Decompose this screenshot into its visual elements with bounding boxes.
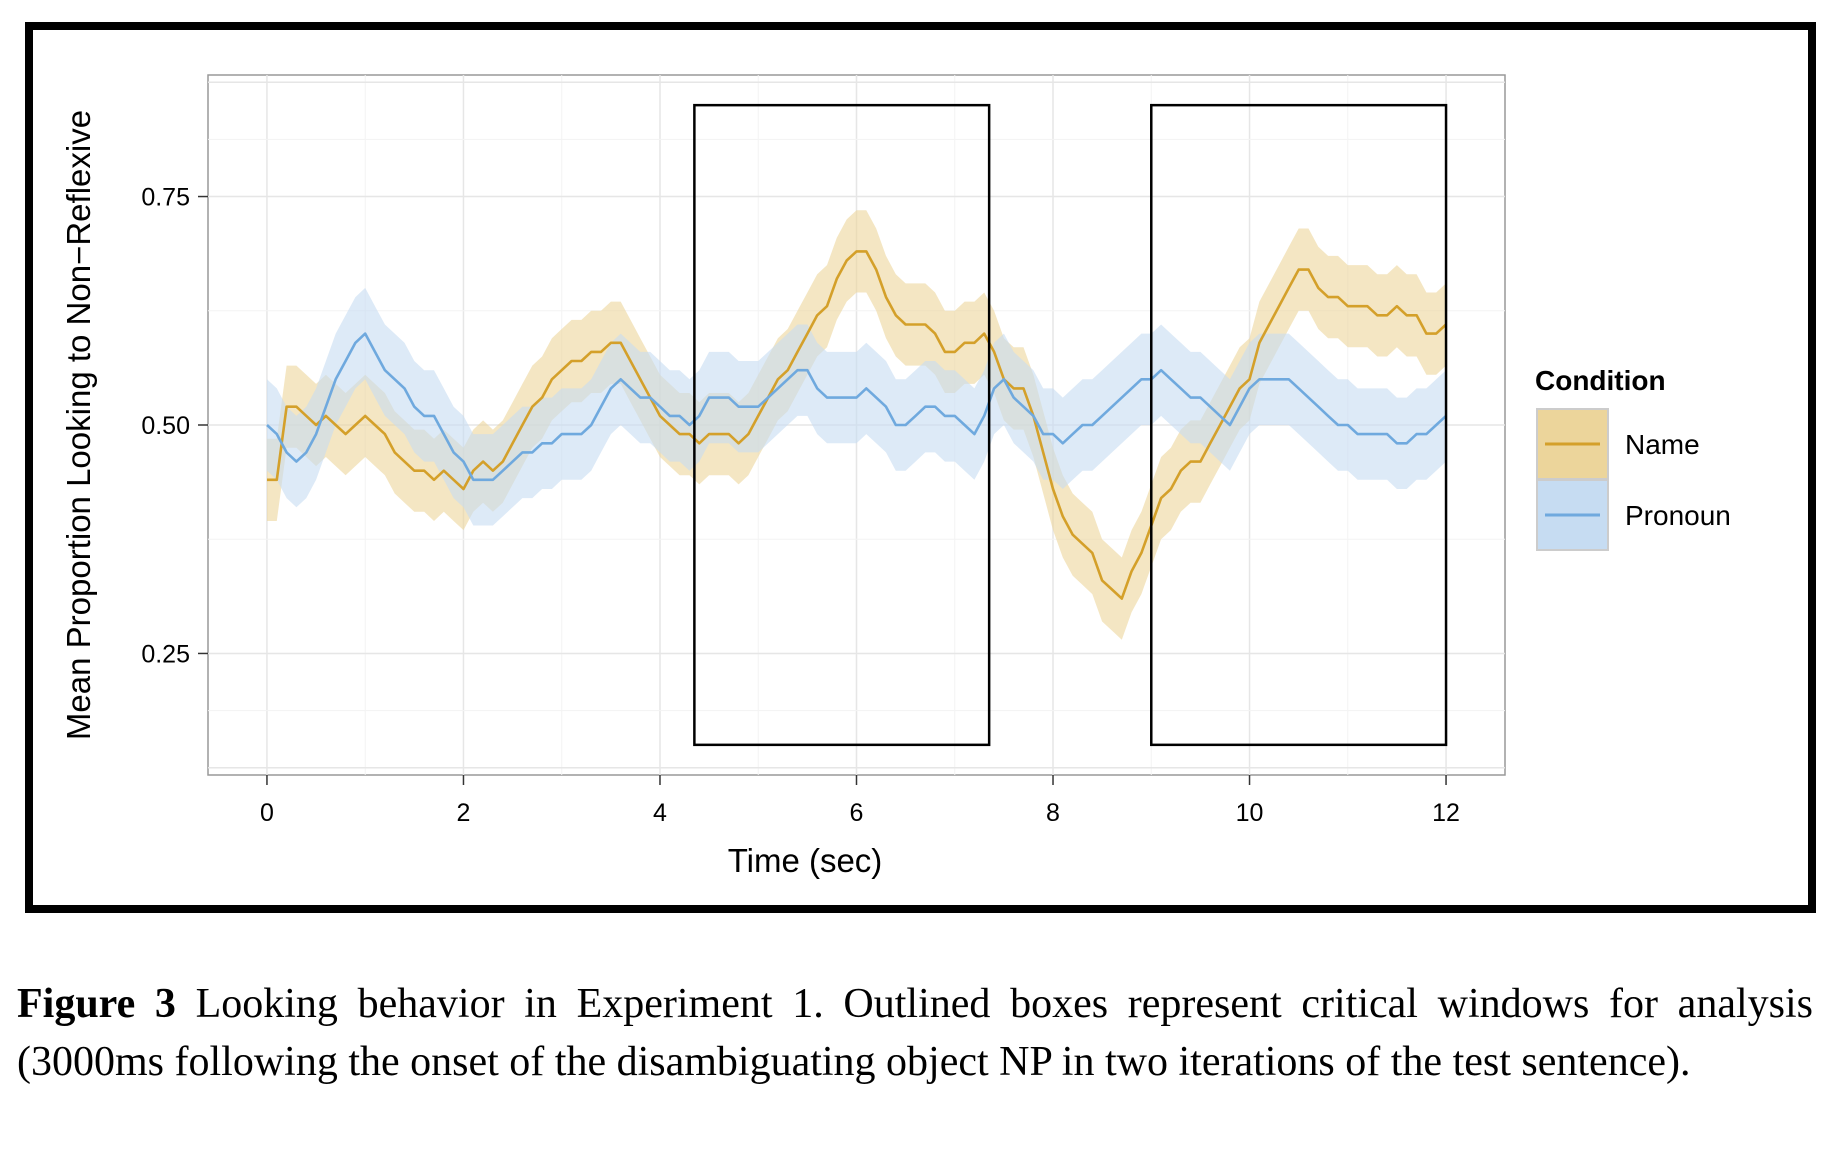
critical-window-box-1 bbox=[693, 103, 991, 747]
x-tick-label: 0 bbox=[260, 799, 274, 827]
x-tick-label: 2 bbox=[457, 799, 471, 827]
y-tick-label: 0.25 bbox=[141, 640, 190, 668]
y-tick-label: 0.75 bbox=[141, 184, 190, 212]
legend: Condition Name Pronoun bbox=[1535, 365, 1731, 551]
x-tick-label: 6 bbox=[850, 799, 864, 827]
critical-window-box-2 bbox=[1150, 103, 1448, 747]
legend-label-name: Name bbox=[1625, 429, 1700, 460]
x-tick-label: 4 bbox=[653, 799, 667, 827]
chart: 0 2 4 6 8 10 12 0.25 0.50 0.75 Time (sec) Mean Pr… bbox=[60, 74, 1731, 879]
series-line-pronoun bbox=[266, 332, 1447, 482]
x-tick-label: 10 bbox=[1236, 799, 1264, 827]
figure-caption: Figure 3 Looking behavior in Experiment … bbox=[17, 975, 1813, 1091]
x-tick-label: 8 bbox=[1046, 799, 1060, 827]
axis-ticks: 0 2 4 6 8 10 12 0.25 0.50 0.75 bbox=[141, 184, 1460, 827]
caption-text: Looking behavior in Experiment 1. Outlin… bbox=[17, 981, 1813, 1085]
x-axis-title: Time (sec) bbox=[728, 842, 883, 879]
legend-title: Condition bbox=[1535, 365, 1666, 396]
series-lines bbox=[266, 250, 1447, 600]
x-tick-label: 12 bbox=[1432, 799, 1460, 827]
y-tick-label: 0.50 bbox=[141, 412, 190, 440]
series-line-name bbox=[267, 250, 1447, 600]
y-axis-title: Mean Proportion Looking to Non−Reflexive bbox=[60, 110, 97, 740]
figure-label: Figure 3 bbox=[17, 981, 176, 1027]
legend-label-pronoun: Pronoun bbox=[1625, 500, 1731, 531]
critical-windows bbox=[693, 103, 1448, 747]
